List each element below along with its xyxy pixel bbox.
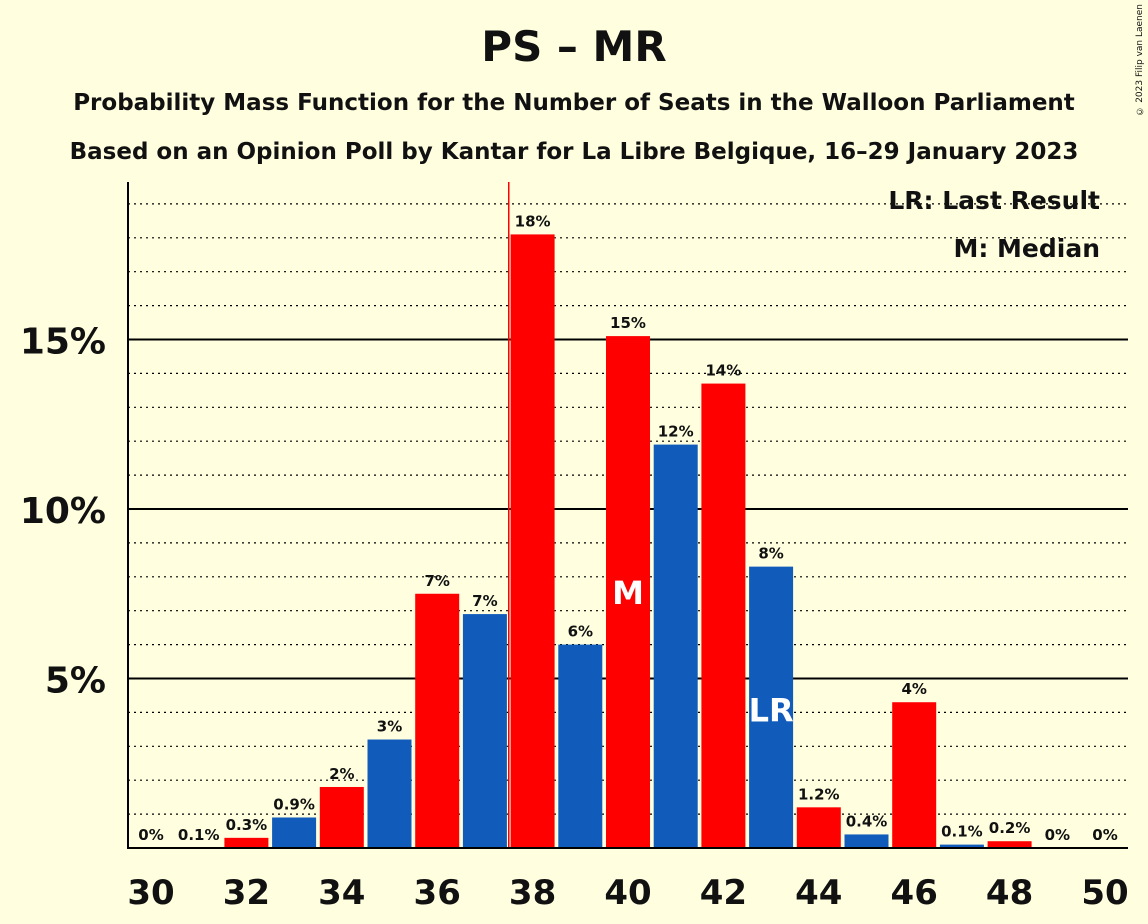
data-label-seat-45: 0.4% [846, 812, 888, 830]
data-label-seat-42: 14% [705, 362, 741, 380]
data-labels: 0% 0.1% 0.3% 0.9% 2% 3% 7% 7% 18% 6% 15% 12% 14% 8% 1.… [138, 212, 1117, 844]
data-label-seat-37: 7% [472, 592, 497, 610]
data-label-seat-41: 12% [658, 423, 694, 441]
bar-seat-41 [653, 444, 698, 848]
bar-seat-48 [987, 841, 1032, 848]
data-label-seat-39: 6% [568, 623, 593, 641]
y-tick-label: 10% [20, 491, 106, 532]
data-label-seat-31: 0.1% [178, 826, 220, 844]
x-tick-label: 38 [509, 873, 556, 913]
data-label-seat-49: 0% [1045, 826, 1070, 844]
chart-subtitle: Probability Mass Function for the Number… [73, 90, 1075, 116]
y-tick-label: 5% [45, 661, 106, 702]
x-tick-label: 36 [414, 873, 461, 913]
data-label-seat-30: 0% [138, 826, 163, 844]
data-label-seat-36: 7% [424, 572, 449, 590]
data-label-seat-43: 8% [758, 545, 783, 563]
x-tick-label: 46 [891, 873, 938, 913]
bar-seat-34 [319, 786, 364, 848]
data-label-seat-32: 0.3% [226, 816, 268, 834]
bar-seat-35 [367, 739, 412, 848]
bar-seat-39 [558, 644, 603, 848]
data-label-seat-47: 0.1% [941, 823, 983, 841]
bar-seat-44 [796, 807, 841, 848]
x-tick-label: 34 [318, 873, 365, 913]
y-tick-label: 15% [20, 322, 106, 363]
bar-seat-33 [272, 817, 317, 848]
x-tick-label: 44 [795, 873, 842, 913]
data-label-seat-33: 0.9% [273, 795, 315, 813]
bar-seat-32 [224, 837, 269, 848]
median-marker: M [612, 574, 644, 612]
legend-last-result: LR: Last Result [888, 186, 1100, 215]
bar-seat-37 [462, 614, 507, 848]
last-result-marker: LR [749, 692, 794, 730]
bar-seat-43 [749, 566, 794, 848]
data-label-seat-35: 3% [377, 718, 402, 736]
x-tick-label: 40 [604, 873, 651, 913]
data-label-seat-34: 2% [329, 765, 354, 783]
data-label-seat-48: 0.2% [989, 819, 1031, 837]
bars [176, 182, 1032, 848]
bar-seat-40 [606, 336, 650, 848]
chart-subtitle-source: Based on an Opinion Poll by Kantar for L… [69, 139, 1079, 165]
bar-seat-38 [510, 234, 555, 848]
bar-seat-46 [892, 702, 937, 848]
x-tick-label: 50 [1081, 873, 1128, 913]
bar-seat-47 [939, 844, 984, 848]
x-tick-label: 42 [700, 873, 747, 913]
data-label-seat-40: 15% [610, 314, 646, 332]
data-label-seat-46: 4% [901, 680, 926, 698]
bar-seat-45 [844, 834, 889, 848]
x-tick-label: 32 [223, 873, 270, 913]
bar-seat-36 [415, 593, 460, 848]
bar-seat-42 [701, 383, 746, 848]
legend-median: M: Median [953, 234, 1100, 263]
x-tick-label: 48 [986, 873, 1033, 913]
chart-title: PS – MR [481, 22, 667, 71]
data-label-seat-38: 18% [515, 212, 551, 230]
x-tick-label: 30 [127, 873, 174, 913]
axes: 5% 10% 15% 30 32 34 36 38 40 42 44 46 48 50 [20, 182, 1129, 913]
data-label-seat-50: 0% [1092, 826, 1117, 844]
data-label-seat-44: 1.2% [798, 785, 840, 803]
